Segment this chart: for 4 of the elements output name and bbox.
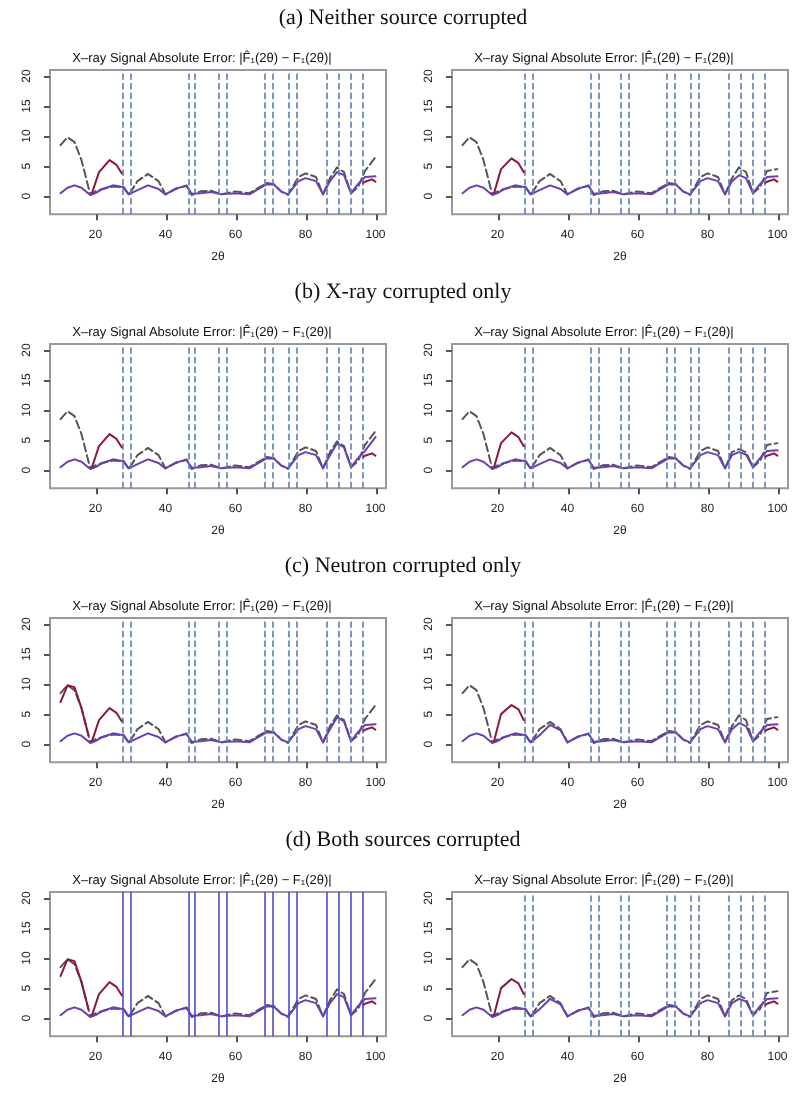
chart-subtitle: (d) Both sources corrupted bbox=[283, 826, 523, 856]
chart-subtitle: (b) X-ray corrupted only bbox=[292, 278, 514, 308]
chart-subtitle: (a) Neither source corrupted bbox=[276, 4, 530, 34]
chart-subtitle: (c) Neutron corrupted only bbox=[282, 552, 524, 582]
